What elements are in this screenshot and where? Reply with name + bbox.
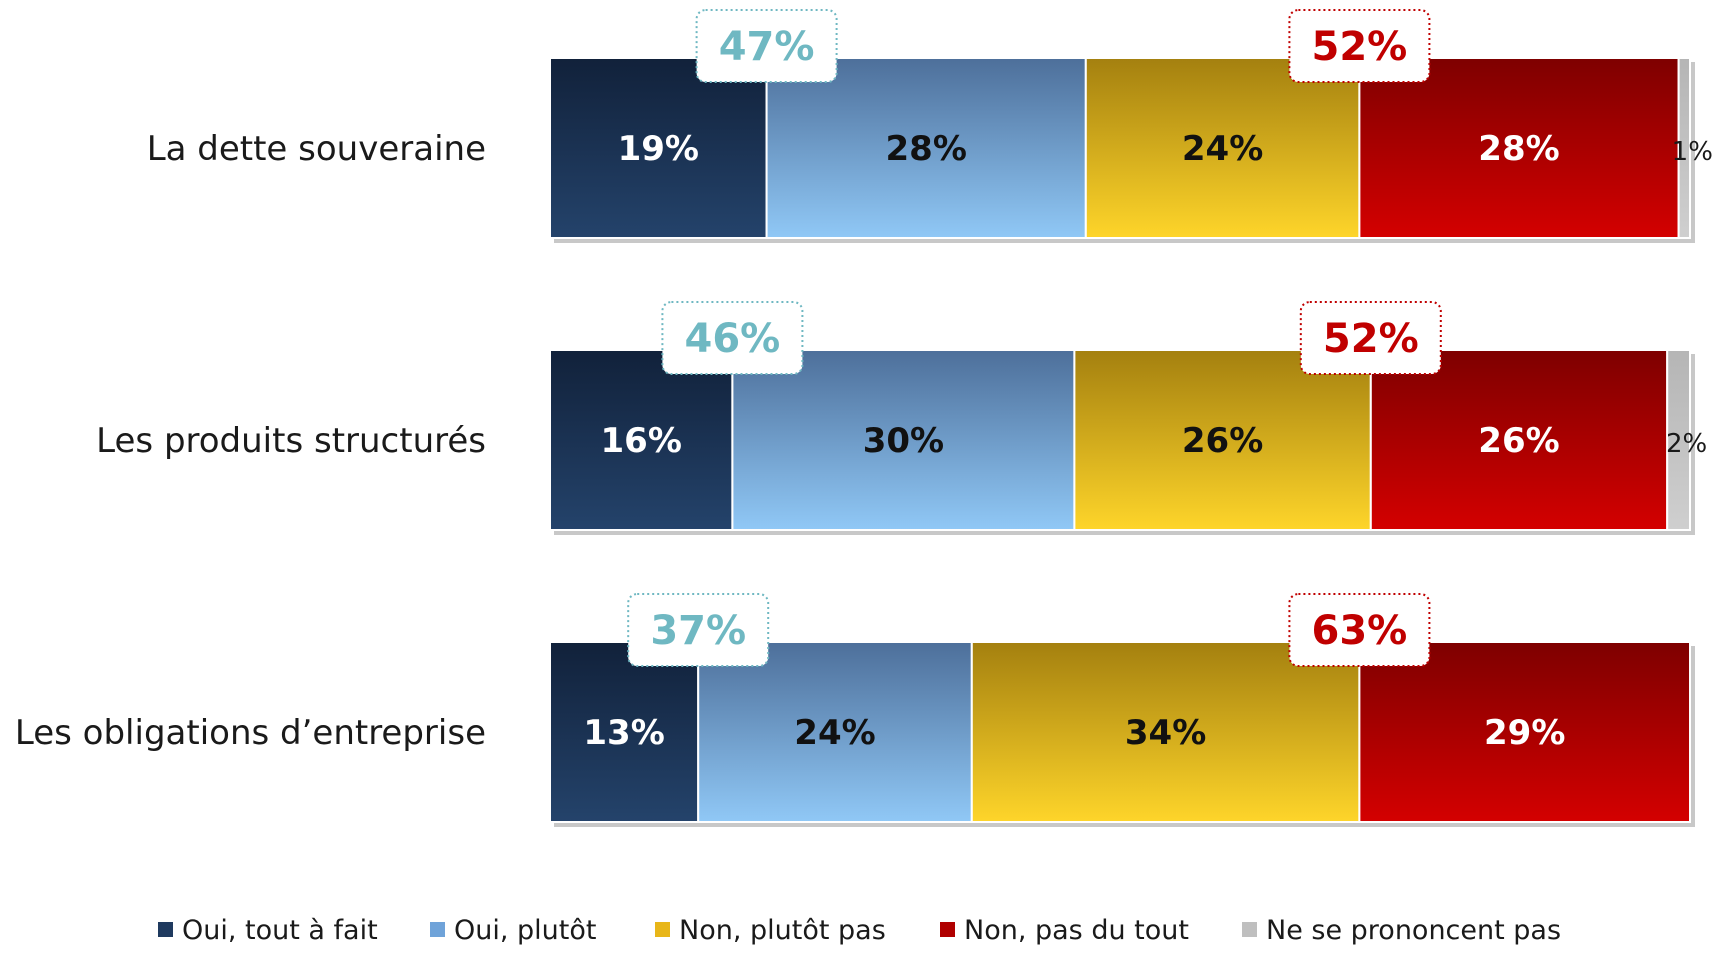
data-label: 2% [1666,429,1707,459]
data-label: 13% [583,713,664,753]
total-callout-box [1288,593,1431,667]
total-callout-label: 47% [719,24,815,70]
bar-shadow [1690,646,1695,827]
bar-shadow [554,238,1694,243]
legend-swatch [940,922,955,937]
category-label: Les obligations d’entreprise [15,713,486,753]
data-label: 16% [601,421,682,461]
total-callout-label: 46% [685,316,781,362]
data-label: 26% [1478,421,1559,461]
bar-segment [549,641,700,823]
bar-segment [731,349,1076,531]
bar-segment [1084,57,1361,239]
bar-shadow [1690,354,1695,535]
total-callout-box [695,9,838,83]
total-callout-label: 52% [1312,24,1408,70]
data-label: 34% [1125,713,1206,753]
bar-shadow [1690,62,1695,243]
legend-swatch [430,922,445,937]
legend-label: Oui, plutôt [454,915,596,946]
bar-shadow [554,822,1694,827]
data-label: 19% [618,129,699,169]
bar-segment [1666,349,1691,531]
bar-segment [765,57,1087,239]
data-label: 29% [1484,713,1565,753]
data-label: 1% [1672,137,1713,167]
bar-segment [1358,57,1680,239]
bar-segment [549,57,768,239]
data-label: 24% [1182,129,1263,169]
data-label: 26% [1182,421,1263,461]
data-label: 24% [794,713,875,753]
total-callout-box [627,593,770,667]
bar-segment [970,641,1361,823]
category-label: La dette souveraine [147,129,486,169]
legend-swatch [1242,922,1257,937]
total-callout-box [1288,9,1431,83]
bar-shadow [554,530,1694,535]
data-label: 28% [886,129,967,169]
bar-segment [697,641,973,823]
total-callout-label: 52% [1323,316,1419,362]
total-callout-box [1299,301,1442,375]
bar-segment [549,349,734,531]
bar-segment [1369,349,1669,531]
legend-label: Ne se prononcent pas [1266,915,1561,946]
total-callout-box [661,301,804,375]
total-callout-label: 63% [1312,608,1408,654]
legend-swatch [158,922,173,937]
data-label: 30% [863,421,944,461]
legend-label: Oui, tout à fait [182,915,378,946]
legend-swatch [655,922,670,937]
legend-label: Non, pas du tout [964,915,1189,946]
bar-segment [1073,349,1372,531]
bar-segment [1677,57,1691,239]
legend-label: Non, plutôt pas [679,915,886,946]
data-label: 28% [1478,129,1559,169]
category-label: Les produits structurés [96,421,486,461]
bar-segment [1358,641,1692,823]
total-callout-label: 37% [650,608,746,654]
